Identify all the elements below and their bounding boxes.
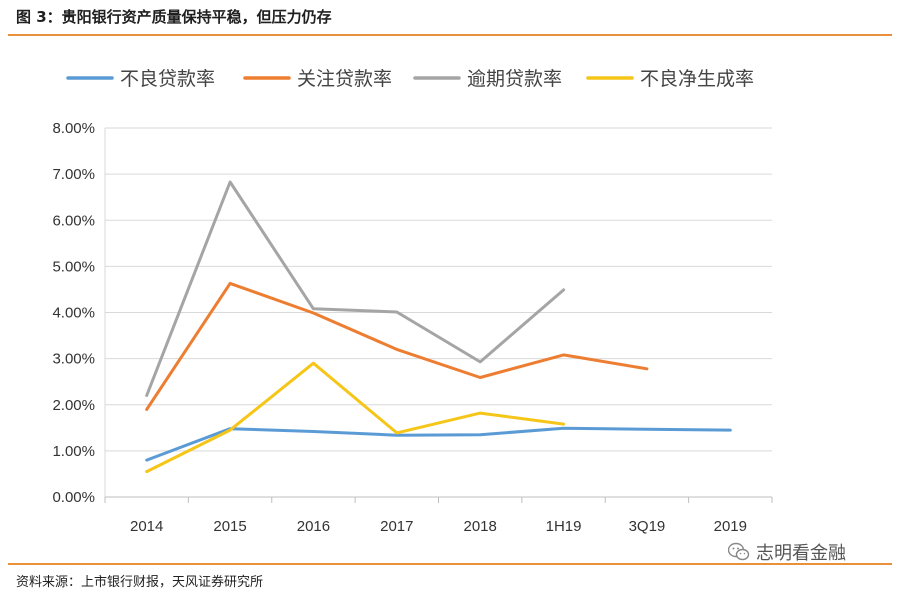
- x-tick-label: 2016: [297, 518, 330, 535]
- bottom-divider: [8, 563, 892, 565]
- y-tick-label: 8.00%: [52, 120, 95, 137]
- legend-label: 逾期贷款率: [467, 68, 562, 90]
- line-chart: 不良贷款率 关注贷款率 逾期贷款率 不良净生成率 0.00% 1.00% 2.00% 3.0…: [52, 68, 773, 535]
- x-tick-label: 3Q19: [629, 518, 666, 535]
- y-tick-label: 4.00%: [52, 305, 95, 322]
- legend-label: 不良净生成率: [640, 68, 754, 90]
- x-tick-label: 2015: [213, 518, 246, 535]
- legend-label: 关注贷款率: [297, 68, 392, 90]
- x-tick-label: 2017: [380, 518, 413, 535]
- y-tick-label: 0.00%: [52, 489, 95, 506]
- top-divider: [8, 34, 892, 36]
- series-line-2: [145, 281, 649, 411]
- wechat-icon: [728, 542, 750, 561]
- y-tick-label: 3.00%: [52, 351, 95, 368]
- gridlines: [105, 127, 772, 452]
- y-tick-label: 2.00%: [52, 397, 95, 414]
- x-tick-label: 2018: [464, 518, 497, 535]
- legend-label: 不良贷款率: [120, 68, 215, 90]
- y-tick-label: 5.00%: [52, 258, 95, 275]
- watermark-text: 志明看金融: [756, 543, 846, 564]
- legend: 不良贷款率 关注贷款率 逾期贷款率 不良净生成率: [66, 68, 754, 90]
- series-line-1: [145, 426, 732, 462]
- header: 图 3：贵阳银行资产质量保持平稳，但压力仍存: [0, 0, 897, 36]
- watermark: 志明看金融: [728, 540, 846, 564]
- x-tick-label: 2014: [130, 518, 163, 535]
- series-lines: [145, 180, 732, 474]
- x-tick-label: 1H19: [546, 518, 582, 535]
- x-axis: 2014 2015 2016 2017 2018 1H19 3Q19 2019: [104, 496, 773, 535]
- figure-title: 图 3：贵阳银行资产质量保持平稳，但压力仍存: [16, 8, 332, 26]
- source-note: 资料来源：上市银行财报，天风证券研究所: [16, 575, 264, 590]
- y-tick-label: 6.00%: [52, 212, 95, 229]
- y-axis: 0.00% 1.00% 2.00% 3.00% 4.00% 5.00% 6.00% 7.00%…: [52, 120, 106, 506]
- y-tick-label: 7.00%: [52, 166, 95, 183]
- series-line-3: [145, 180, 566, 397]
- series-line-4: [145, 361, 566, 474]
- x-tick-label: 2019: [714, 518, 747, 535]
- y-tick-label: 1.00%: [52, 443, 95, 460]
